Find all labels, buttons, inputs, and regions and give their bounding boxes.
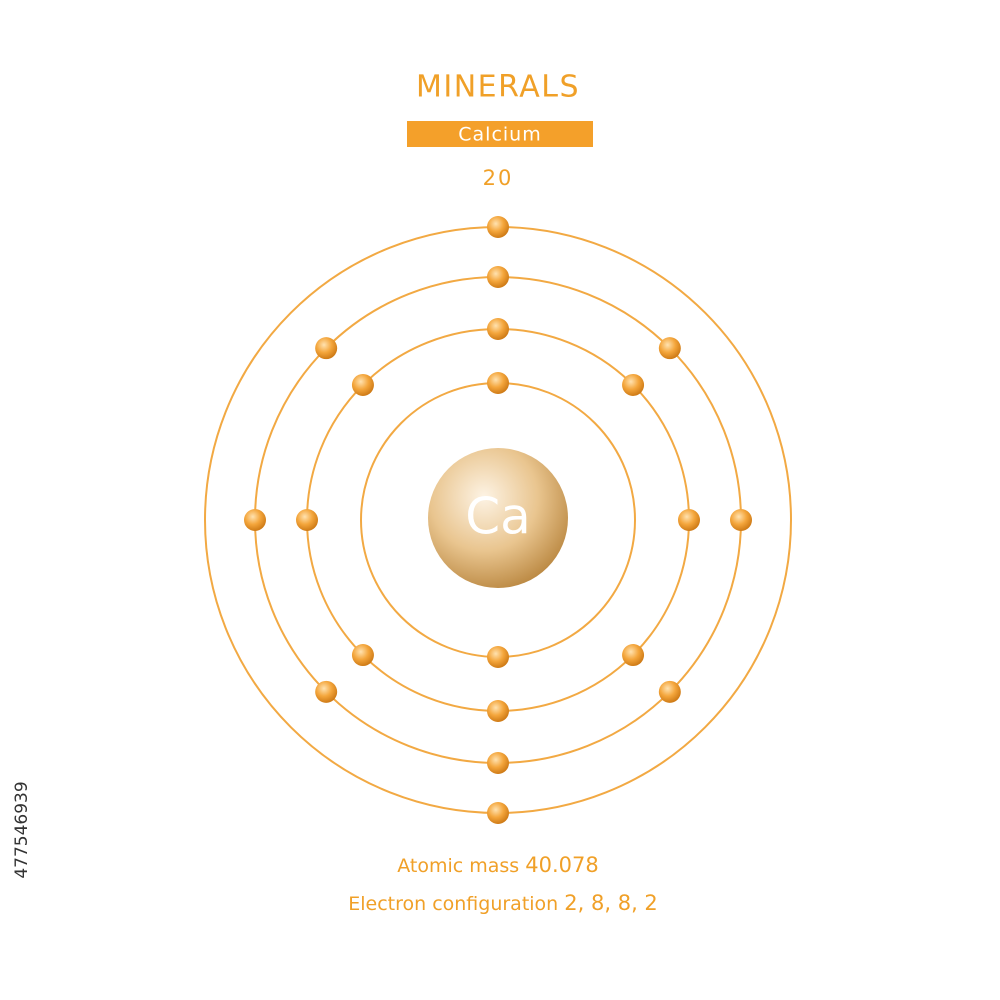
electron: [487, 216, 509, 238]
electron: [296, 509, 318, 531]
atomic-mass: Atomic mass 40.078: [397, 853, 599, 877]
electron-config: Electron configuration 2, 8, 8, 2: [348, 891, 658, 915]
electron: [487, 802, 509, 824]
electron: [658, 680, 681, 703]
electron: [622, 373, 645, 396]
electron: [315, 680, 338, 703]
electron: [351, 644, 374, 667]
electron: [315, 337, 338, 360]
electrons: [244, 216, 752, 824]
config-label: Electron configuration: [348, 893, 558, 915]
stock-id: 477546939: [12, 781, 32, 878]
mass-value: 40.078: [525, 853, 598, 877]
electron: [487, 372, 509, 394]
element-name: Calcium: [458, 124, 541, 146]
electron: [622, 644, 645, 667]
electron: [678, 509, 700, 531]
electron: [658, 337, 681, 360]
config-value: 2, 8, 8, 2: [564, 891, 658, 915]
mass-label: Atomic mass: [397, 855, 519, 877]
atomic-number: 20: [483, 166, 514, 190]
electron: [730, 509, 752, 531]
electron: [487, 266, 509, 288]
electron: [244, 509, 266, 531]
title: MINERALS: [416, 70, 580, 105]
electron: [487, 646, 509, 668]
electron: [351, 373, 374, 396]
nucleus: [428, 448, 568, 588]
element-badge: [407, 121, 593, 147]
electron: [487, 700, 509, 722]
electron: [487, 752, 509, 774]
electron: [487, 318, 509, 340]
atom-symbol: Ca: [465, 488, 531, 546]
